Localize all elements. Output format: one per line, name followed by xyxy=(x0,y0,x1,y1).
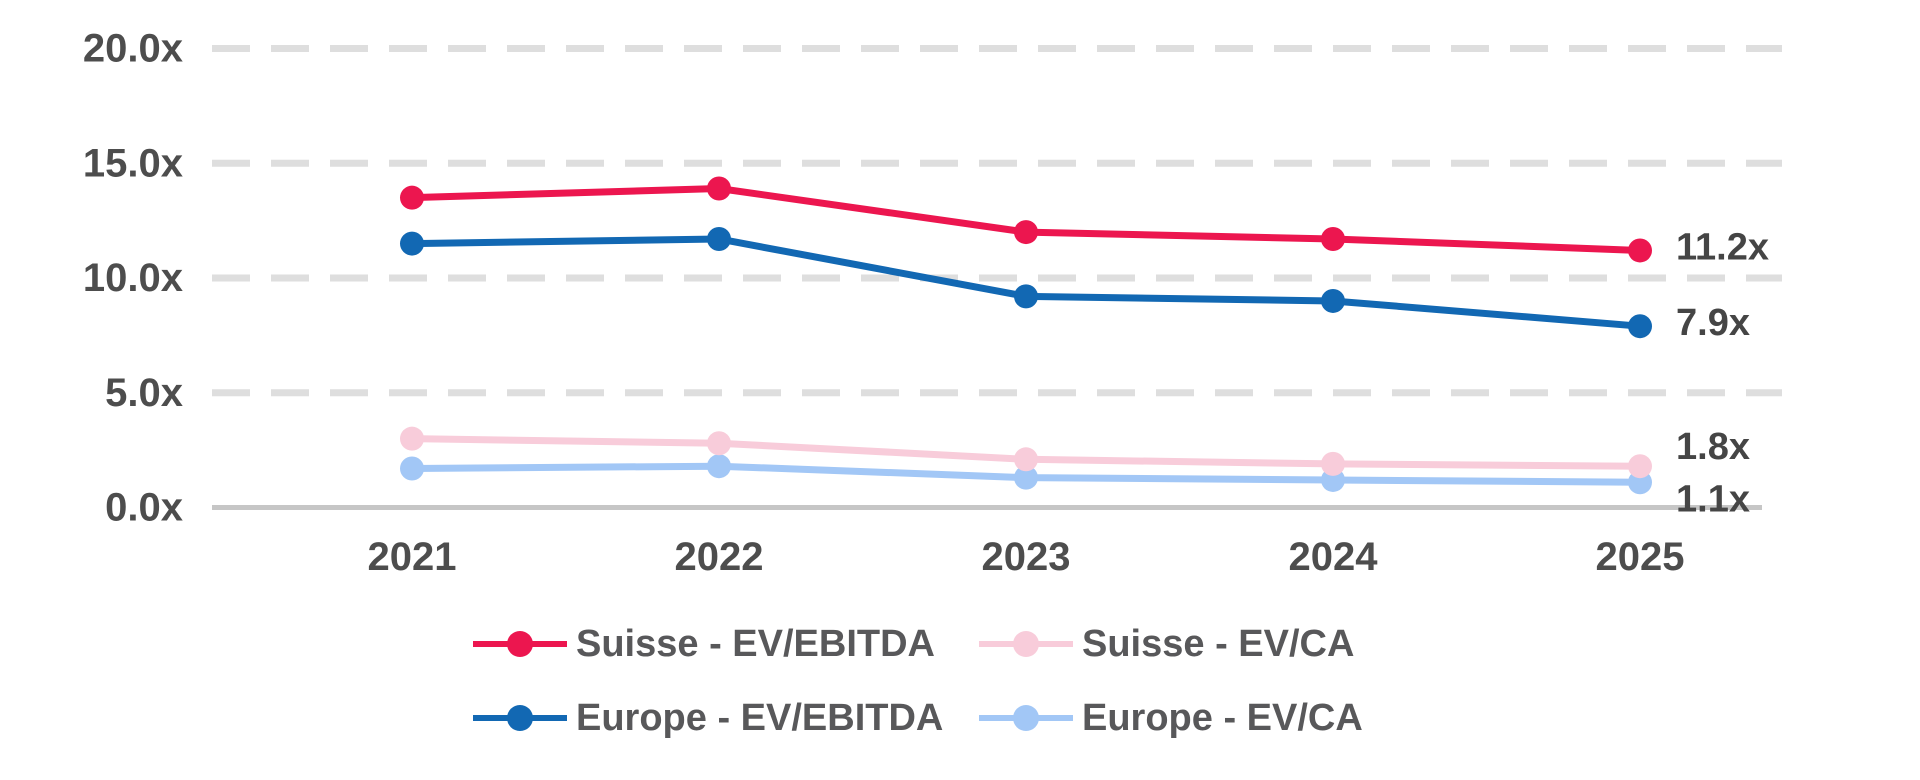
data-point xyxy=(1628,314,1652,339)
x-tick-label: 2023 xyxy=(982,535,1071,579)
legend-label-suisse-ev-ebitda: Suisse - EV/EBITDA xyxy=(576,622,935,665)
legend-marker-suisse-ev-ebitda-icon xyxy=(473,629,567,659)
series-end-label: 1.1x xyxy=(1676,478,1750,520)
y-tick-label: 10.0x xyxy=(83,256,183,300)
y-tick-label: 0.0x xyxy=(105,486,183,530)
legend-label-europe-ev-ebitda: Europe - EV/EBITDA xyxy=(576,696,944,739)
legend-item-suisse-ev-ca: Suisse - EV/CA xyxy=(979,622,1363,666)
data-point xyxy=(1321,288,1345,313)
legend-label-europe-ev-ca: Europe - EV/CA xyxy=(1082,696,1363,739)
legend-marker-suisse-ev-ca-icon xyxy=(979,629,1073,659)
series-line-europe-ev-ebitda xyxy=(411,235,1641,330)
data-point xyxy=(707,454,731,479)
legend-marker-europe-ev-ebitda-icon xyxy=(473,703,567,733)
data-point xyxy=(400,231,424,256)
y-tick-label: 15.0x xyxy=(83,141,183,185)
data-point xyxy=(400,426,424,451)
data-point xyxy=(400,456,424,481)
data-point xyxy=(1321,226,1345,251)
legend-marker-europe-ev-ca-icon xyxy=(979,703,1073,733)
data-point xyxy=(707,176,731,201)
data-point xyxy=(1014,447,1038,472)
legend-label-suisse-ev-ca: Suisse - EV/CA xyxy=(1082,622,1355,665)
series-end-label: 11.2x xyxy=(1676,226,1769,268)
legend-item-europe-ev-ebitda: Europe - EV/EBITDA xyxy=(473,696,979,740)
y-tick-label: 20.0x xyxy=(83,27,183,71)
x-tick-label: 2021 xyxy=(368,535,457,579)
data-point xyxy=(1014,220,1038,245)
y-tick-label: 5.0x xyxy=(105,371,183,415)
x-tick-label: 2022 xyxy=(675,535,764,579)
data-point xyxy=(707,431,731,456)
data-point xyxy=(1628,238,1652,263)
x-tick-label: 2024 xyxy=(1289,535,1379,579)
data-point xyxy=(1321,451,1345,476)
chart-legend: Suisse - EV/EBITDA Suisse - EV/CA Europe… xyxy=(473,622,1363,740)
data-point xyxy=(1628,454,1652,479)
data-point xyxy=(707,226,731,251)
series-end-label: 1.8x xyxy=(1676,426,1750,468)
legend-item-suisse-ev-ebitda: Suisse - EV/EBITDA xyxy=(473,622,979,666)
legend-item-europe-ev-ca: Europe - EV/CA xyxy=(979,696,1363,740)
data-point xyxy=(1014,284,1038,309)
series-end-label: 7.9x xyxy=(1676,302,1750,344)
data-point xyxy=(400,185,424,210)
data-point xyxy=(1014,465,1038,490)
x-tick-label: 2025 xyxy=(1596,535,1685,579)
